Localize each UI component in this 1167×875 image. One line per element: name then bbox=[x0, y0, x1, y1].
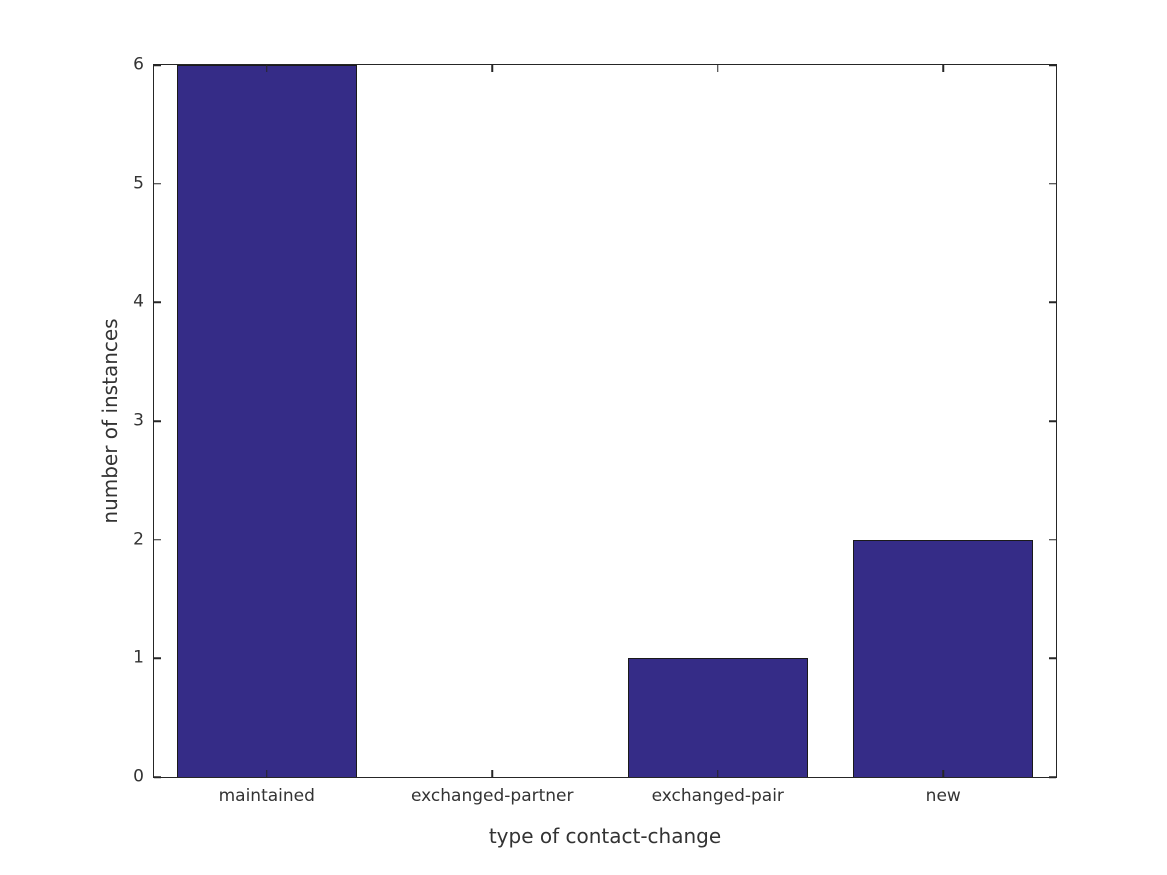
bar-maintained bbox=[176, 65, 357, 777]
x-tick-top bbox=[942, 65, 944, 72]
x-tick-bottom bbox=[942, 770, 944, 777]
bar-exchanged-pair bbox=[627, 658, 808, 777]
y-tick-left bbox=[154, 538, 161, 541]
x-tick-label: exchanged-pair bbox=[651, 786, 784, 806]
x-tick-top bbox=[491, 65, 493, 72]
y-tick-label: 4 bbox=[133, 291, 144, 312]
y-tick-right bbox=[1049, 776, 1056, 778]
y-tick-label: 5 bbox=[133, 173, 144, 194]
x-tick-bottom bbox=[491, 770, 493, 777]
y-tick-label: 1 bbox=[133, 647, 144, 668]
y-tick-left bbox=[154, 301, 161, 304]
bar-new bbox=[853, 539, 1034, 777]
y-tick-label: 0 bbox=[133, 766, 144, 787]
y-tick-label: 3 bbox=[133, 410, 144, 431]
x-tick-top bbox=[266, 65, 268, 72]
y-tick-right bbox=[1049, 420, 1056, 422]
y-tick-right bbox=[1049, 64, 1056, 66]
y-tick-left bbox=[154, 64, 161, 66]
x-axis-label: type of contact-change bbox=[488, 824, 722, 848]
plot-area: maintained exchanged-partner exchanged-pai… bbox=[133, 56, 1057, 805]
y-tick-right bbox=[1049, 657, 1056, 660]
y-tick-left bbox=[154, 182, 161, 185]
y-tick-label: 2 bbox=[133, 529, 144, 550]
x-tick-bottom bbox=[266, 770, 268, 777]
y-tick-left bbox=[154, 420, 161, 422]
y-tick-left bbox=[154, 657, 161, 660]
y-tick-label: 6 bbox=[133, 54, 144, 75]
x-tick-top bbox=[717, 65, 719, 72]
x-tick-bottom bbox=[717, 770, 719, 777]
y-tick-left bbox=[154, 776, 161, 778]
y-tick-right bbox=[1049, 301, 1056, 304]
y-tick-right bbox=[1049, 182, 1056, 185]
y-tick-right bbox=[1049, 538, 1056, 541]
x-tick-label: maintained bbox=[218, 786, 315, 806]
x-tick-label: new bbox=[925, 786, 961, 806]
x-tick-label: exchanged-partner bbox=[411, 786, 574, 806]
y-axis-label: number of instances bbox=[98, 318, 122, 524]
